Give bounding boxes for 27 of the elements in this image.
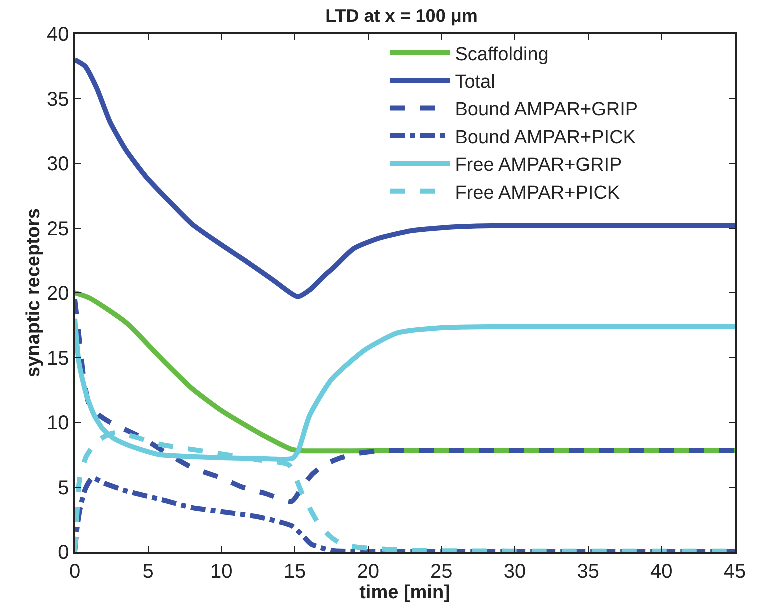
x-tick-label: 15 bbox=[284, 560, 306, 583]
x-tick-label: 40 bbox=[650, 560, 673, 583]
x-tick-label: 5 bbox=[142, 560, 154, 583]
x-tick-label: 20 bbox=[357, 560, 380, 583]
legend-label: Total bbox=[455, 72, 496, 93]
x-tick-label: 25 bbox=[430, 560, 453, 583]
y-tick-label: 15 bbox=[47, 348, 70, 370]
legend-label: Free AMPAR+PICK bbox=[455, 182, 620, 204]
y-tick-label: 0 bbox=[58, 542, 70, 564]
legend-label: Bound AMPAR+GRIP bbox=[455, 100, 638, 121]
y-tick-label: 30 bbox=[47, 154, 70, 176]
chart-title: LTD at x = 100 μm bbox=[326, 6, 478, 26]
x-tick-label: 45 bbox=[724, 560, 746, 583]
y-axis-title: synaptic receptors bbox=[23, 208, 44, 378]
y-tick-label: 35 bbox=[47, 88, 70, 111]
y-tick-label: 40 bbox=[47, 24, 70, 46]
y-tick-label: 20 bbox=[47, 283, 70, 305]
x-axis-title: time [min] bbox=[360, 582, 450, 604]
x-tick-label: 30 bbox=[504, 560, 526, 583]
y-tick-label: 25 bbox=[47, 218, 70, 240]
legend-label: Bound AMPAR+PICK bbox=[455, 127, 636, 148]
x-tick-label: 35 bbox=[577, 560, 600, 583]
y-tick-label: 5 bbox=[58, 477, 70, 500]
legend-label: Scaffolding bbox=[455, 44, 549, 66]
legend-label: Free AMPAR+GRIP bbox=[455, 155, 622, 176]
y-tick-label: 10 bbox=[47, 412, 70, 434]
x-tick-label: 10 bbox=[210, 560, 233, 583]
